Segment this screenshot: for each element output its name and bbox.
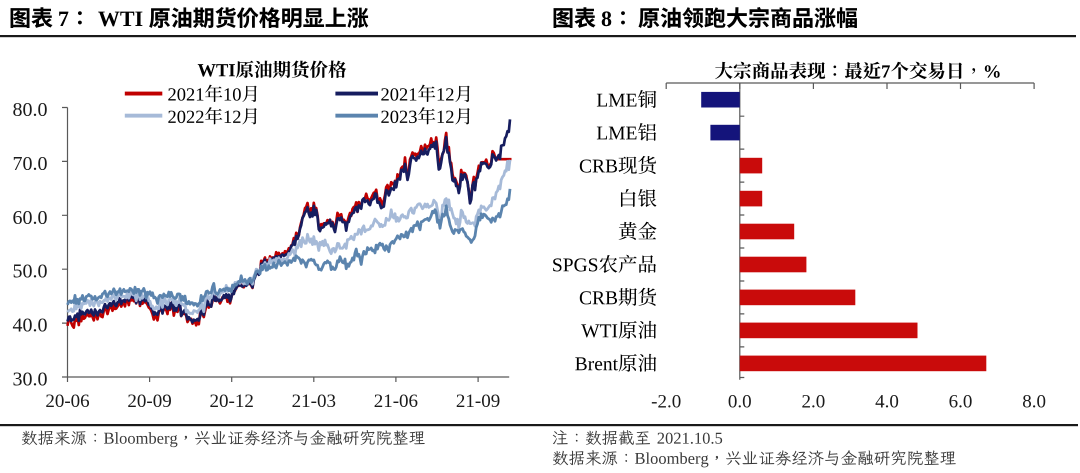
svg-text:70.0: 70.0	[13, 153, 48, 175]
svg-text:8.0: 8.0	[1022, 392, 1046, 413]
svg-text:21-06: 21-06	[374, 391, 418, 412]
svg-text:-2.0: -2.0	[651, 392, 681, 413]
svg-text:20-06: 20-06	[45, 391, 89, 412]
svg-text:4.0: 4.0	[875, 392, 899, 413]
svg-text:2.0: 2.0	[802, 392, 826, 413]
svg-text:21-03: 21-03	[292, 391, 336, 412]
svg-text:80.0: 80.0	[13, 99, 48, 121]
svg-text:20-12: 20-12	[210, 391, 254, 412]
svg-text:60.0: 60.0	[13, 207, 48, 229]
svg-text:21-09: 21-09	[456, 391, 500, 412]
svg-text:20-09: 20-09	[127, 391, 171, 412]
svg-text:0.0: 0.0	[728, 392, 752, 413]
svg-text:30.0: 30.0	[13, 369, 48, 391]
svg-text:6.0: 6.0	[949, 392, 973, 413]
svg-text:40.0: 40.0	[13, 315, 48, 337]
svg-text:50.0: 50.0	[13, 261, 48, 283]
